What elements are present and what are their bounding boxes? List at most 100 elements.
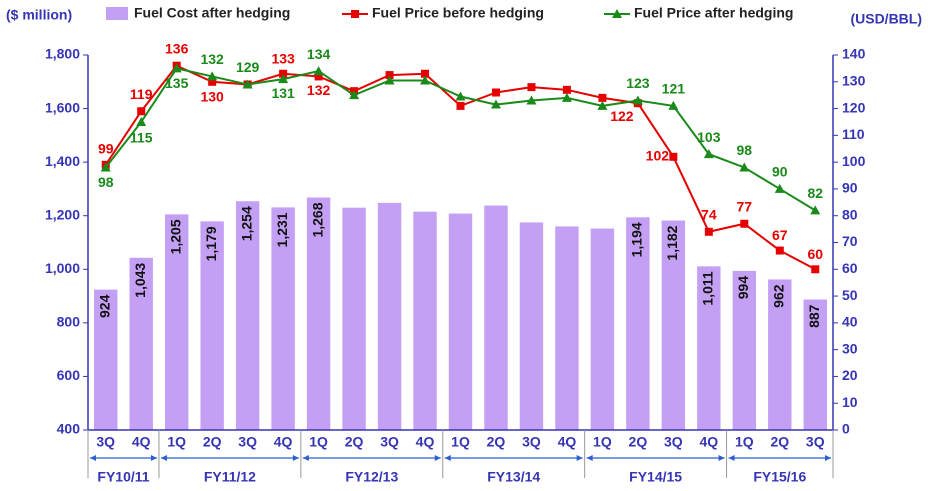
- group-label: FY10/11: [97, 469, 149, 485]
- bar: [235, 201, 260, 430]
- bar-label: 1,011: [700, 271, 716, 305]
- point-label: 115: [130, 130, 153, 146]
- marker: [137, 107, 146, 116]
- marker: [456, 101, 465, 110]
- point-label: 98: [737, 142, 753, 158]
- bar-label: 1,254: [238, 206, 254, 241]
- x-tick-label: 2Q: [345, 434, 364, 450]
- y-tick-label: 1,200: [45, 206, 80, 222]
- bar-label: 1,179: [203, 226, 219, 261]
- arrow-head: [302, 455, 309, 461]
- y-axis-label: ($ million): [6, 7, 72, 23]
- marker: [491, 88, 500, 97]
- marker: [455, 91, 466, 101]
- y2-tick-label: 80: [842, 206, 858, 222]
- bar-label: 1,205: [167, 219, 183, 254]
- x-tick-label: 1Q: [167, 434, 186, 450]
- marker: [740, 219, 749, 228]
- bar: [590, 228, 615, 430]
- y-tick-label: 1,400: [45, 153, 80, 169]
- bar: [377, 202, 402, 430]
- arrow-head: [586, 455, 593, 461]
- y2-tick-label: 40: [842, 314, 858, 330]
- marker: [313, 66, 324, 76]
- point-label: 132: [200, 51, 224, 67]
- x-tick-label: 4Q: [558, 434, 577, 450]
- marker: [526, 95, 537, 105]
- marker: [279, 69, 288, 78]
- point-label: 129: [236, 59, 260, 75]
- point-label: 134: [307, 46, 331, 62]
- y2-tick-label: 10: [842, 394, 858, 410]
- marker: [242, 79, 253, 89]
- point-label: 119: [130, 86, 153, 102]
- marker: [385, 71, 394, 80]
- x-tick-label: 4Q: [274, 434, 293, 450]
- bar: [555, 226, 579, 430]
- legend-swatch: [106, 7, 128, 20]
- y2-tick-label: 130: [842, 72, 866, 88]
- bar-label: 1,182: [664, 225, 680, 260]
- group-label: FY11/12: [204, 469, 256, 485]
- bar: [732, 270, 757, 430]
- x-tick-label: 3Q: [96, 434, 115, 450]
- x-tick-label: 2Q: [487, 434, 506, 450]
- point-label: 121: [662, 81, 686, 97]
- x-tick-label: 2Q: [629, 434, 648, 450]
- bar: [803, 299, 827, 430]
- y2-tick-label: 60: [842, 260, 858, 276]
- legend-label: Fuel Price before hedging: [372, 5, 544, 21]
- marker: [774, 183, 785, 193]
- bar: [342, 207, 366, 430]
- y2-tick-label: 0: [842, 421, 850, 437]
- point-label: 74: [701, 206, 717, 222]
- group-label: FY12/13: [345, 469, 398, 485]
- marker: [314, 72, 323, 81]
- x-tick-label: 3Q: [380, 434, 399, 450]
- point-label: 135: [165, 75, 189, 91]
- bar-label: 1,231: [274, 212, 290, 247]
- x-tick-label: 3Q: [522, 434, 541, 450]
- x-tick-label: 3Q: [664, 434, 683, 450]
- bar: [484, 205, 508, 430]
- legend-label: Fuel Price after hedging: [634, 5, 793, 21]
- marker: [527, 83, 536, 92]
- bar: [448, 213, 473, 430]
- y2-tick-label: 100: [842, 153, 866, 169]
- marker: [811, 265, 820, 274]
- y2-tick-label: 70: [842, 233, 858, 249]
- point-label: 133: [271, 50, 295, 66]
- marker: [669, 152, 678, 161]
- x-tick-label: 3Q: [806, 434, 825, 450]
- y-tick-label: 1,800: [45, 46, 80, 62]
- x-tick-label: 1Q: [309, 434, 328, 450]
- bar-label: 1,268: [309, 202, 325, 237]
- marker: [703, 149, 714, 159]
- marker: [278, 74, 289, 84]
- bar-label: 924: [96, 294, 112, 318]
- point-label: 123: [626, 75, 650, 91]
- bar: [413, 211, 437, 430]
- bar: [697, 266, 721, 430]
- bar: [200, 221, 224, 430]
- point-label: 122: [610, 108, 634, 124]
- marker: [421, 69, 430, 78]
- x-tick-label: 4Q: [132, 434, 151, 450]
- marker: [775, 246, 784, 255]
- marker: [490, 99, 501, 109]
- point-label: 77: [737, 198, 753, 214]
- marker: [349, 90, 360, 100]
- marker: [207, 71, 218, 81]
- group-label: FY15/16: [753, 469, 806, 485]
- arrow-head: [825, 455, 831, 461]
- arrow-head: [150, 455, 157, 461]
- point-label: 103: [697, 129, 721, 145]
- legend-label: Fuel Cost after hedging: [134, 5, 290, 21]
- point-label: 99: [98, 141, 114, 157]
- bar-label: 962: [770, 284, 786, 308]
- bar-label: 887: [806, 304, 822, 328]
- marker: [420, 75, 431, 85]
- marker: [668, 100, 679, 110]
- bar-label: 1,194: [629, 222, 645, 257]
